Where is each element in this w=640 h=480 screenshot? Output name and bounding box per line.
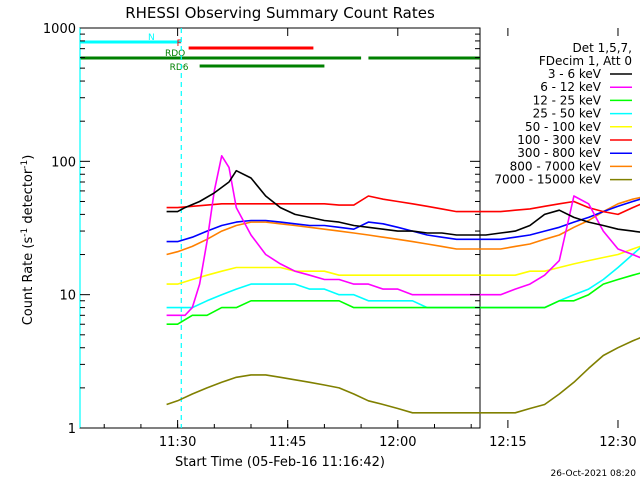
mode-bar-label-f: F	[177, 39, 182, 49]
series-layer	[166, 155, 640, 414]
attenuator-lines	[79, 28, 182, 428]
series-line-800-7000-kev	[166, 196, 640, 256]
y-tick-label-3: 1000	[43, 22, 76, 37]
y-label-end: )	[21, 155, 36, 160]
y-label-main: Count Rate (s	[21, 237, 36, 326]
series-line-12-25-kev	[166, 272, 640, 326]
legend-label-0: 3 - 6 keV	[548, 67, 602, 81]
legend-header-1: Det 1,5,7,	[573, 41, 633, 55]
x-tick-label-1: 11:45	[269, 435, 306, 450]
legend-label-5: 100 - 300 keV	[517, 133, 601, 147]
legend-label-2: 12 - 25 keV	[533, 93, 602, 107]
y-tick-label-1: 10	[59, 289, 76, 304]
plot-frame	[79, 27, 481, 429]
series-line-7000-15000-kev	[166, 336, 640, 414]
legend-label-1: 6 - 12 keV	[540, 80, 602, 94]
x-tick-label-2: 12:00	[379, 435, 416, 450]
y-label-sup: -1	[20, 228, 30, 237]
legend-label-8: 7000 - 15000 keV	[494, 173, 601, 187]
legend-label-3: 25 - 50 keV	[533, 107, 602, 121]
x-tick-label-4: 12:30	[599, 435, 636, 450]
series-line-300-800-kev	[166, 198, 640, 243]
x-tick-label-0: 11:30	[159, 435, 196, 450]
footer-timestamp: 26-Oct-2021 08:20	[551, 469, 637, 479]
legend-label-4: 50 - 100 keV	[525, 120, 602, 134]
mode-bar-label-n: N	[148, 33, 155, 43]
series-line-3-6-kev	[166, 169, 640, 236]
series-line-50-100-kev	[166, 245, 640, 285]
series-line-25-50-kev	[166, 246, 640, 309]
mode-bar-label-rdo: RDO	[165, 49, 185, 59]
y-label-mid: detector	[21, 168, 36, 228]
mode-bar-label-rd6: RD6	[170, 63, 189, 73]
legend-label-6: 300 - 800 keV	[517, 146, 601, 160]
legend-header-2: FDecim 1, Att 0	[539, 54, 632, 68]
y-axis-label: Count Rate (s-1 detector-1)	[20, 155, 36, 326]
series-line-6-12-kev	[166, 155, 640, 317]
legend-label-7: 800 - 7000 keV	[510, 159, 602, 173]
x-axis-label: Start Time (05-Feb-16 11:16:42)	[175, 455, 385, 470]
y-tick-label-0: 1	[68, 422, 76, 437]
y-tick-label-2: 100	[51, 155, 76, 170]
chart-title: RHESSI Observing Summary Count Rates	[125, 4, 435, 22]
y-label-sup2: -1	[20, 160, 30, 169]
x-tick-label-3: 12:15	[489, 435, 526, 450]
